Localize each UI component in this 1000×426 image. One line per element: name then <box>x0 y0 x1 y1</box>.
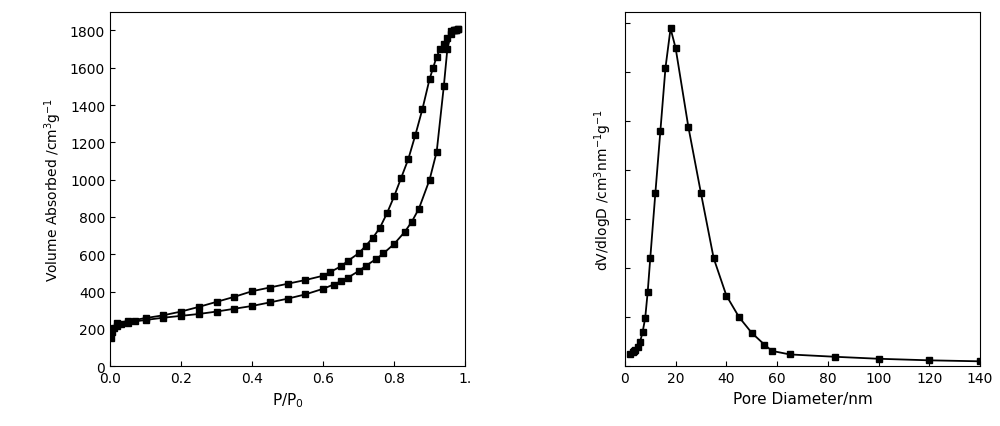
X-axis label: P/P$_0$: P/P$_0$ <box>272 391 303 409</box>
X-axis label: Pore Diameter/nm: Pore Diameter/nm <box>733 391 872 406</box>
Y-axis label: dV/dlogD /cm$^3$nm$^{-1}$g$^{-1}$: dV/dlogD /cm$^3$nm$^{-1}$g$^{-1}$ <box>593 109 614 271</box>
Y-axis label: Volume Absorbed /cm$^3$g$^{-1}$: Volume Absorbed /cm$^3$g$^{-1}$ <box>43 98 64 282</box>
